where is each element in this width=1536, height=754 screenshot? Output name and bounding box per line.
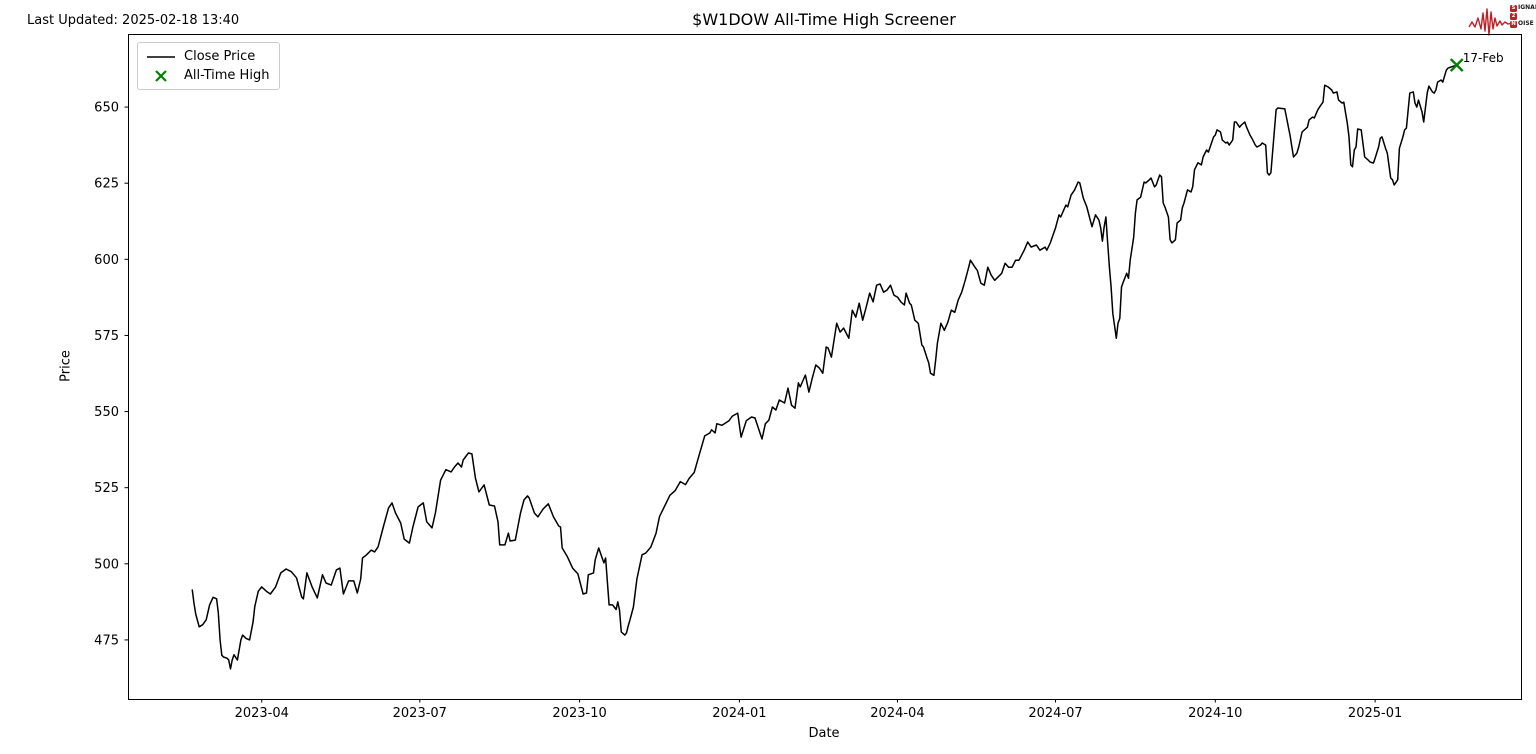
line-sample-icon <box>146 55 176 59</box>
chart-title: $W1DOW All-Time High Screener <box>692 10 956 29</box>
logo-noise-rest: OISE <box>1518 20 1534 27</box>
x-tick-label: 2025-01 <box>1348 706 1402 721</box>
all-time-high-marker <box>1449 58 1464 72</box>
y-tick-label: 500 <box>94 557 119 572</box>
x-tick-label: 2024-01 <box>712 706 766 721</box>
waveform-icon <box>1468 8 1514 36</box>
last-updated-text: Last Updated: 2025-02-18 13:40 <box>27 13 240 28</box>
legend-item-close-price: Close Price <box>146 47 269 66</box>
x-marker-icon <box>146 69 176 83</box>
y-tick-label: 625 <box>94 177 119 192</box>
x-tick-label: 2023-04 <box>235 706 289 721</box>
y-tick-label: 575 <box>94 329 119 344</box>
y-tick-label: 600 <box>94 253 119 268</box>
legend-item-all-time-high: All-Time High <box>146 66 269 85</box>
y-tick-label: 525 <box>94 481 119 496</box>
x-tick-label: 2023-07 <box>393 706 447 721</box>
x-tick-label: 2024-04 <box>870 706 924 721</box>
logo-letter-n: N <box>1510 20 1517 28</box>
x-tick-label: 2024-07 <box>1028 706 1082 721</box>
x-tick-label: 2024-10 <box>1188 706 1242 721</box>
legend-label-close-price: Close Price <box>184 49 256 64</box>
x-axis-label: Date <box>808 726 840 741</box>
y-tick-label: 475 <box>94 633 119 648</box>
legend: Close Price All-Time High <box>137 42 281 90</box>
y-axis-label: Price <box>58 350 74 382</box>
logo-row-noise: N OISE <box>1510 20 1536 28</box>
legend-label-all-time-high: All-Time High <box>184 68 270 83</box>
plot-border <box>128 34 1522 700</box>
logo-signal-rest: IGNAL <box>1518 4 1536 11</box>
y-tick-label: 650 <box>94 101 119 116</box>
all-time-high-annotation: 17-Feb <box>1463 51 1504 65</box>
logo-row-2: 2 <box>1510 12 1536 20</box>
logo-letter-2: 2 <box>1510 12 1517 20</box>
y-tick-label: 550 <box>94 405 119 420</box>
logo-letter-s: S <box>1510 4 1517 12</box>
x-tick-label: 2023-10 <box>552 706 606 721</box>
close-price-line <box>191 64 1458 670</box>
logo-row-signal: SIGNAL <box>1510 4 1536 12</box>
